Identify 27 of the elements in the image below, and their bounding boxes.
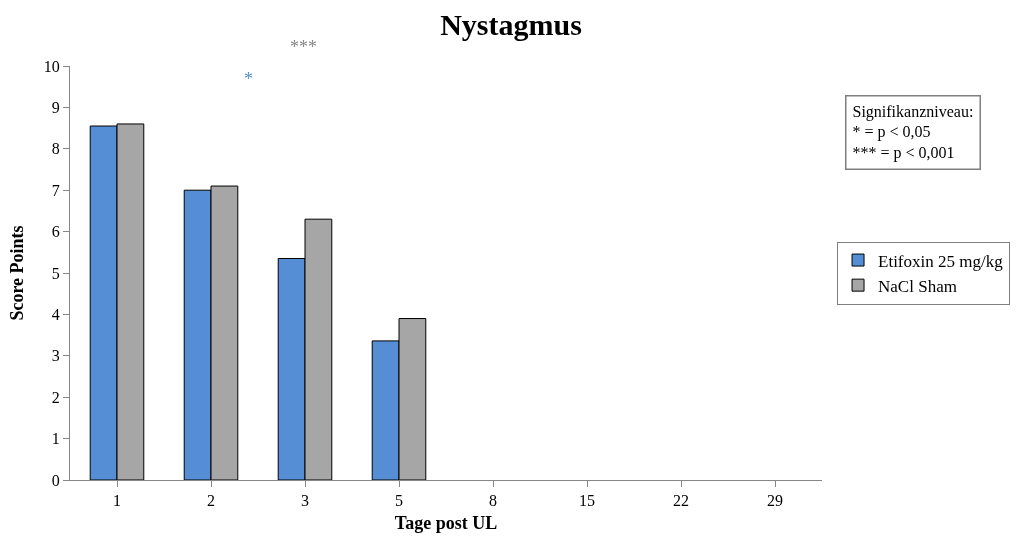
y-tick-label: 1 — [51, 430, 60, 448]
y-tick-label: 2 — [51, 388, 60, 406]
y-tick-label: 3 — [51, 347, 60, 365]
y-tick-label: 0 — [51, 471, 60, 489]
x-axis-title: Tage post UL — [394, 513, 498, 534]
x-tick-label: 15 — [579, 492, 595, 510]
y-tick-label: 4 — [51, 306, 60, 323]
chart-title: Nystagmus — [440, 7, 582, 41]
y-tick-label: 9 — [51, 99, 60, 116]
text: *** — [290, 37, 317, 57]
annotation: * — [244, 69, 253, 89]
x-tick-label: 3 — [301, 492, 309, 510]
y-tick-label: 7 — [51, 181, 60, 199]
x-tick-label: 2 — [207, 492, 215, 510]
x-tick-label: 29 — [767, 492, 783, 510]
x-tick-label: 5 — [395, 492, 403, 510]
text: Signifikanzniveau: * = p < 0,05 *** = p < 0,001 — [852, 102, 974, 163]
y-tick-label: 5 — [51, 264, 60, 282]
x-tick-label: 1 — [113, 492, 121, 510]
legend-label: NaCl Sham — [878, 276, 957, 296]
y-tick-label: 10 — [43, 57, 60, 75]
legend-label: Etifoxin 25 mg/kg — [878, 251, 1004, 271]
y-axis-title: Score Points — [7, 225, 27, 321]
y-tick-label: 8 — [51, 140, 60, 158]
x-tick-label: 8 — [489, 492, 497, 510]
y-tick-label: 6 — [51, 223, 60, 241]
x-tick-label: 22 — [673, 492, 689, 510]
